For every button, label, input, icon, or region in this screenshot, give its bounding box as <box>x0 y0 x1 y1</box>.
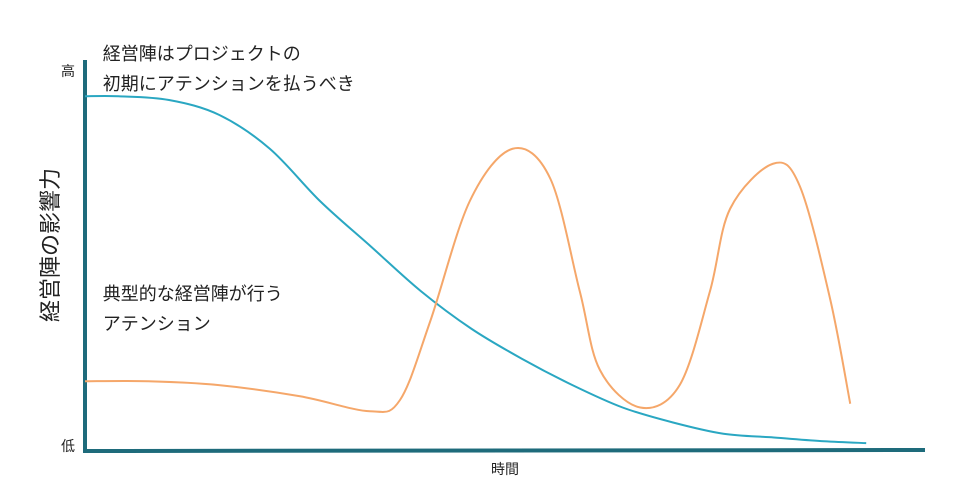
y-tick-label: 高 <box>61 63 75 80</box>
y-tick-label: 低 <box>61 439 75 455</box>
x-axis-label: 時間 <box>491 462 519 478</box>
x-axis <box>82 448 926 453</box>
line <box>84 146 852 413</box>
annotation: 経営陣はプロジェクトの <box>103 44 301 65</box>
annotation: アテンション <box>103 314 211 335</box>
line <box>84 94 867 445</box>
annotation: 典型的な経営陣が行う <box>103 284 283 305</box>
annotation: 初期にアテンションを払うべき <box>103 74 355 95</box>
y-axis-label: 経営陣の影響力 <box>39 168 64 322</box>
